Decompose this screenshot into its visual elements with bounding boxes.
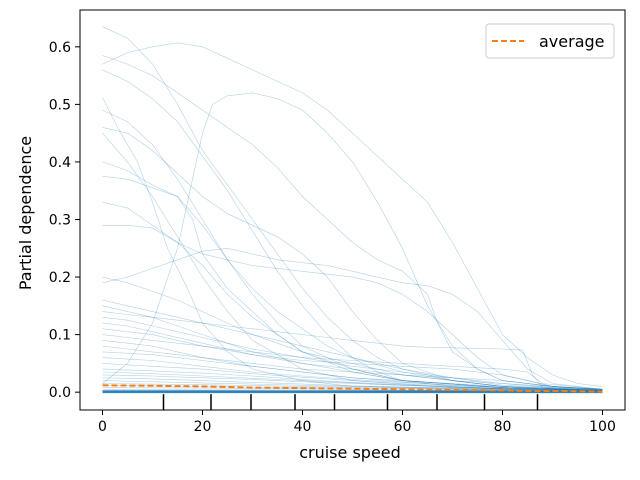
ice-curve-17: [102, 311, 603, 391]
ice-curve-21: [102, 334, 603, 390]
ice-curve-20: [102, 328, 603, 391]
ice-curve-11: [102, 201, 603, 390]
y-tick-label-4: 0.4: [49, 155, 71, 171]
ice-curves: [102, 26, 603, 394]
ice-curve-0: [102, 26, 603, 391]
ice-curve-13: [102, 276, 603, 391]
y-axis-label: Partial dependence: [16, 136, 35, 290]
ice-curve-4: [102, 92, 603, 390]
ice-curve-8: [102, 133, 603, 391]
y-tick-label-1: 0.1: [49, 328, 71, 344]
legend: average: [485, 23, 615, 59]
average-line: [102, 384, 603, 393]
ice-curve-2: [102, 55, 603, 390]
x-tick-label-1: 20: [194, 419, 212, 435]
x-tick-label-4: 80: [494, 419, 512, 435]
x-axis-ticks: 0 20 40 60 80 100: [98, 410, 616, 435]
legend-box: [485, 23, 615, 59]
ice-curve-15: [102, 299, 603, 390]
ice-curve-24: [102, 351, 603, 391]
ice-curve-10: [102, 176, 603, 391]
ice-curve-27: [102, 368, 603, 391]
x-tick-label-5: 100: [589, 419, 616, 435]
ice-baseline-band: [102, 390, 603, 394]
ice-curve-1: [102, 42, 603, 387]
average-line-group: [102, 384, 603, 393]
ice-curve-18: [102, 317, 603, 391]
ice-curve-16: [102, 305, 603, 391]
axes-frame: [79, 9, 626, 411]
ice-curve-28: [102, 371, 603, 391]
ice-curve-14: [102, 247, 603, 390]
ice-curve-12: [102, 225, 603, 391]
x-axis-label: cruise speed: [299, 443, 401, 462]
y-tick-label-6: 0.6: [49, 40, 71, 56]
y-axis-ticks: 0.0 0.1 0.2 0.3 0.4 0.5 0.6: [49, 40, 80, 401]
ice-curve-31: [102, 380, 603, 392]
ice-curve-25: [102, 357, 603, 391]
y-tick-label-2: 0.2: [49, 270, 71, 286]
x-tick-label-2: 40: [294, 419, 312, 435]
legend-average-label: average: [539, 32, 605, 51]
ice-curve-23: [102, 345, 603, 391]
ice-curve-19: [102, 322, 603, 391]
ice-curve-26: [102, 363, 603, 391]
ice-curve-22: [102, 340, 603, 391]
ice-curve-7: [102, 127, 603, 390]
y-tick-label-0: 0.0: [49, 385, 71, 401]
decile-rug: [162, 394, 539, 410]
ice-curve-9: [102, 161, 603, 391]
x-tick-label-3: 60: [394, 419, 412, 435]
y-tick-label-5: 0.5: [49, 97, 71, 113]
y-tick-label-3: 0.3: [49, 212, 71, 228]
ice-curve-29: [102, 374, 603, 391]
ice-curve-3: [102, 69, 603, 391]
x-tick-label-0: 0: [98, 419, 107, 435]
ice-curve-30: [102, 377, 603, 392]
ice-curve-5: [102, 97, 603, 391]
ice-curve-6: [102, 109, 603, 391]
